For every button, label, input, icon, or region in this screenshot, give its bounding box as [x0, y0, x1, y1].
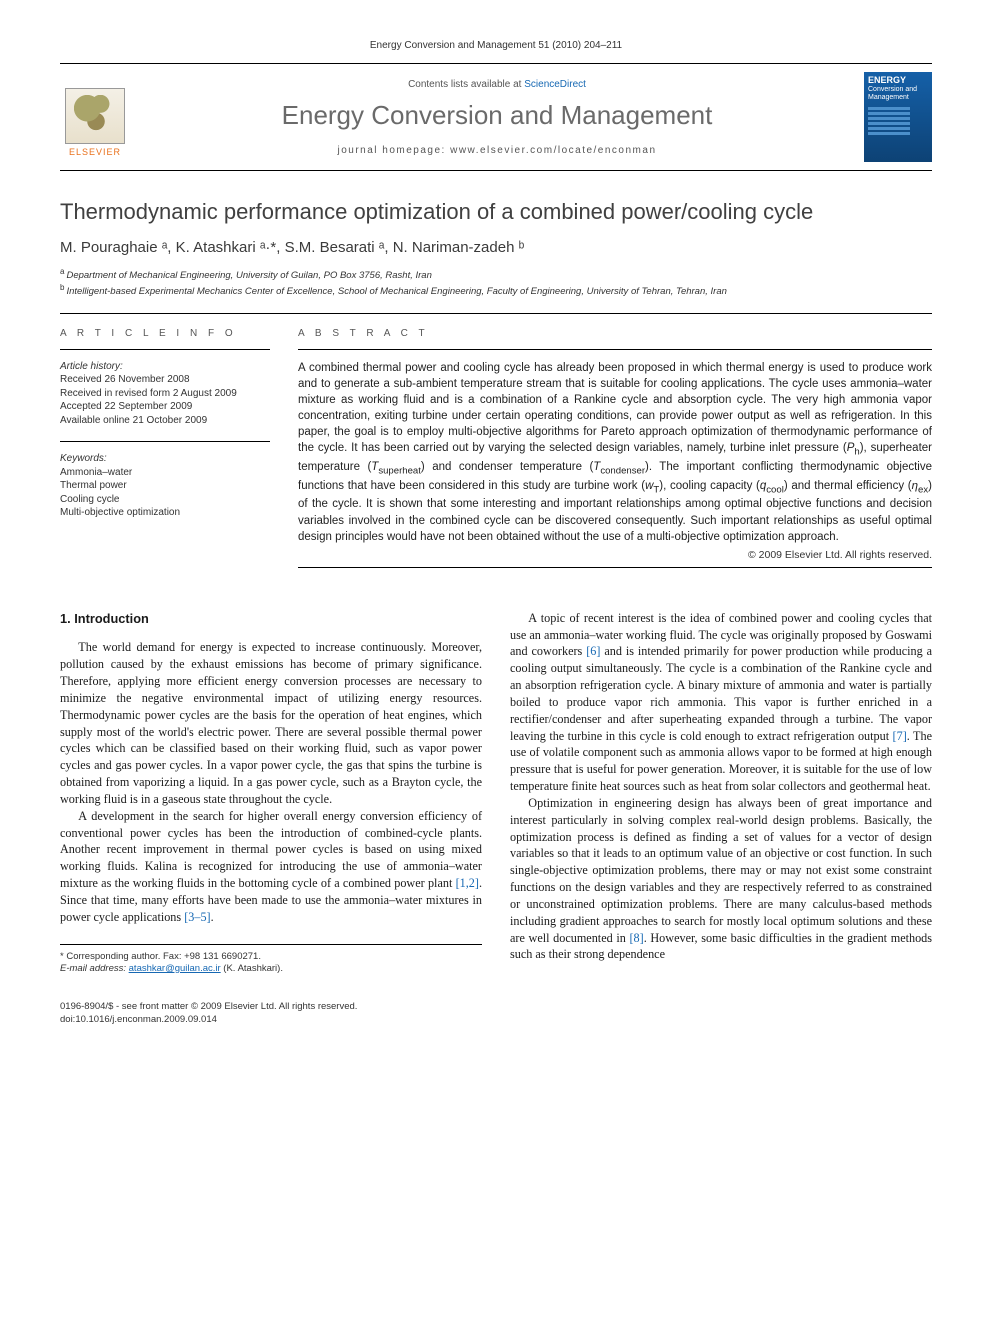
journal-masthead: ELSEVIER Contents lists available at Sci… [60, 63, 932, 171]
keyword: Thermal power [60, 479, 270, 493]
cover-title-line3: Management [868, 94, 928, 102]
email-suffix: (K. Atashkari). [221, 963, 283, 974]
contents-lists-line: Contents lists available at ScienceDirec… [142, 79, 852, 90]
page-footer: 0196-8904/$ - see front matter © 2009 El… [60, 1001, 932, 1026]
masthead-center: Contents lists available at ScienceDirec… [142, 79, 852, 156]
keywords-label: Keywords: [60, 452, 270, 466]
section-heading-intro: 1. Introduction [60, 610, 482, 628]
body-paragraph: Optimization in engineering design has a… [510, 795, 932, 963]
divider [298, 567, 932, 568]
history-online: Available online 21 October 2009 [60, 414, 270, 428]
footer-doi-line: doi:10.1016/j.enconman.2009.09.014 [60, 1014, 932, 1026]
article-title: Thermodynamic performance optimization o… [60, 199, 932, 225]
divider [60, 349, 270, 350]
publisher-logo: ELSEVIER [60, 77, 130, 157]
divider [60, 441, 270, 442]
affiliation-a: aDepartment of Mechanical Engineering, U… [60, 266, 932, 282]
history-revised: Received in revised form 2 August 2009 [60, 387, 270, 401]
running-head: Energy Conversion and Management 51 (201… [60, 40, 932, 51]
keyword: Cooling cycle [60, 493, 270, 507]
email-label: E-mail address: [60, 963, 126, 974]
contents-lists-prefix: Contents lists available at [408, 79, 524, 90]
author-list: M. Pouraghaie ᵃ, K. Atashkari ᵃ·*, S.M. … [60, 239, 932, 256]
journal-cover-thumb: ENERGY Conversion and Management [864, 72, 932, 162]
divider [60, 313, 932, 314]
journal-homepage-line: journal homepage: www.elsevier.com/locat… [142, 145, 852, 156]
history-received: Received 26 November 2008 [60, 373, 270, 387]
corresponding-email-link[interactable]: atashkar@guilan.ac.ir [129, 963, 221, 974]
body-paragraph: A topic of recent interest is the idea o… [510, 610, 932, 795]
history-accepted: Accepted 22 September 2009 [60, 400, 270, 414]
body-paragraph: A development in the search for higher o… [60, 808, 482, 926]
cover-title-line1: ENERGY [868, 76, 928, 86]
article-history-label: Article history: [60, 360, 270, 374]
corresponding-author: * Corresponding author. Fax: +98 131 669… [60, 951, 482, 963]
corresponding-email-line: E-mail address: atashkar@guilan.ac.ir (K… [60, 963, 482, 975]
abstract-text: A combined thermal power and cooling cyc… [298, 360, 932, 545]
footnote-block: * Corresponding author. Fax: +98 131 669… [60, 944, 482, 976]
abstract-copyright: © 2009 Elsevier Ltd. All rights reserved… [298, 549, 932, 561]
elsevier-tree-icon [65, 88, 125, 144]
body-paragraph: The world demand for energy is expected … [60, 639, 482, 807]
sciencedirect-link[interactable]: ScienceDirect [524, 79, 586, 90]
abstract-heading: A B S T R A C T [298, 328, 932, 339]
journal-name: Energy Conversion and Management [142, 100, 852, 131]
abstract-column: A B S T R A C T A combined thermal power… [298, 328, 932, 568]
cover-title-line2: Conversion and [868, 86, 928, 94]
cover-decoration-icon [868, 107, 928, 158]
footer-issn-line: 0196-8904/$ - see front matter © 2009 El… [60, 1001, 932, 1013]
affiliations: aDepartment of Mechanical Engineering, U… [60, 266, 932, 299]
keyword: Ammonia–water [60, 466, 270, 480]
article-body: 1. Introduction The world demand for ene… [60, 610, 932, 975]
article-info-column: A R T I C L E I N F O Article history: R… [60, 328, 270, 568]
publisher-name: ELSEVIER [69, 147, 121, 157]
divider [298, 349, 932, 350]
affiliation-b: bIntelligent-based Experimental Mechanic… [60, 282, 932, 298]
article-info-heading: A R T I C L E I N F O [60, 328, 270, 339]
keyword: Multi-objective optimization [60, 506, 270, 520]
